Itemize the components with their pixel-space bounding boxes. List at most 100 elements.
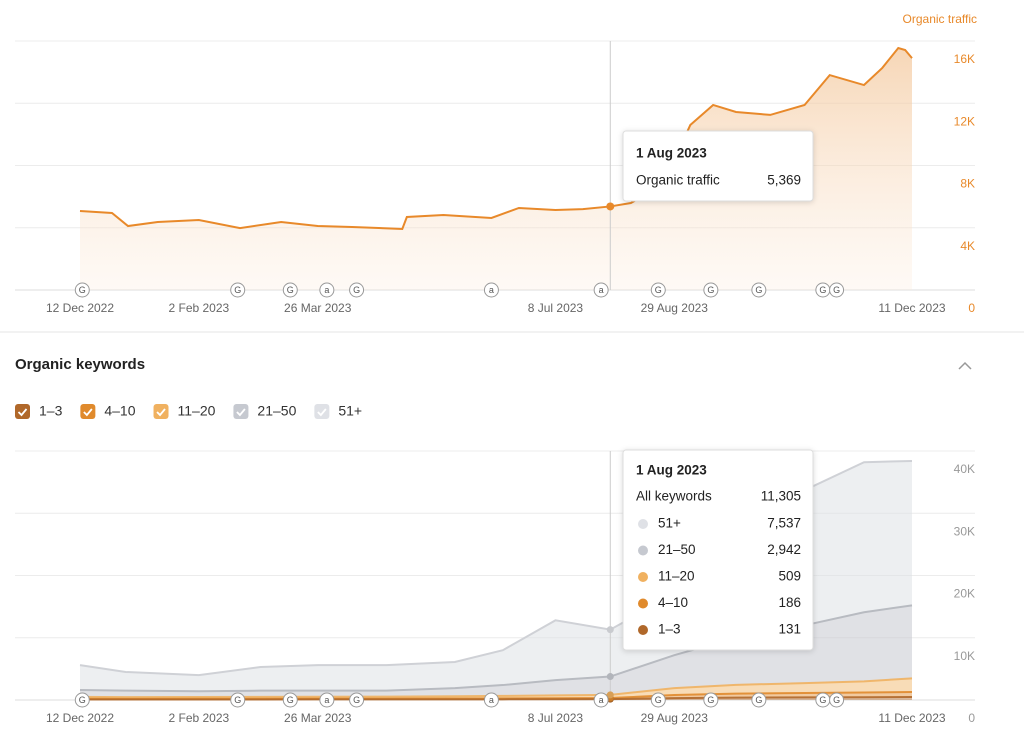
event-marker[interactable] — [751, 692, 767, 708]
tooltip-name: Organic traffic — [636, 173, 720, 188]
event-marker[interactable] — [349, 692, 365, 708]
event-label: G — [707, 695, 714, 705]
hover-dot — [606, 202, 615, 211]
event-label: G — [755, 285, 762, 295]
event-marker[interactable] — [650, 282, 666, 298]
legend-label[interactable]: 4–10 — [104, 403, 135, 419]
x-tick-label: 2 Feb 2023 — [168, 301, 229, 315]
legend-label[interactable]: 1–3 — [39, 403, 63, 419]
event-label: a — [489, 285, 494, 295]
tooltip-box — [622, 449, 814, 651]
event-marker[interactable] — [751, 282, 767, 298]
event-marker[interactable] — [319, 282, 335, 298]
event-label: G — [79, 695, 86, 705]
legend-check — [17, 408, 28, 417]
event-marker[interactable] — [74, 692, 90, 708]
tooltip-swatch — [638, 519, 648, 529]
tooltip-name: 51+ — [658, 516, 681, 531]
event-label: G — [819, 285, 826, 295]
x-tick-label: 11 Dec 2023 — [878, 301, 945, 315]
y-tick-label: 40K — [954, 462, 975, 476]
event-marker[interactable] — [230, 282, 246, 298]
tooltip-swatch — [638, 572, 648, 582]
tooltip-total-name: All keywords — [636, 489, 712, 504]
tooltip-total: 11,305 — [761, 489, 801, 504]
event-label: G — [79, 285, 86, 295]
legend-item[interactable]: 1–3 — [15, 403, 63, 419]
event-label: a — [324, 695, 329, 705]
legend-checkbox[interactable] — [15, 404, 30, 419]
area — [80, 48, 912, 290]
tooltip-name: 4–10 — [658, 595, 688, 610]
event-marker[interactable] — [483, 692, 499, 708]
tooltip-value: 186 — [778, 595, 801, 610]
collapse-toggle[interactable] — [958, 361, 972, 370]
event-label: G — [707, 285, 714, 295]
legend-item[interactable]: 4–10 — [80, 403, 136, 419]
event-marker[interactable] — [703, 282, 719, 298]
event-label: a — [599, 285, 604, 295]
event-label: G — [755, 695, 762, 705]
legend-checkbox[interactable] — [233, 404, 249, 419]
event-label: G — [655, 285, 662, 295]
x-tick-label: 8 Jul 2023 — [528, 711, 584, 725]
legend-item[interactable]: 21–50 — [233, 403, 297, 419]
stack-line — [79, 696, 913, 701]
event-marker[interactable] — [282, 282, 298, 298]
event-marker[interactable] — [282, 692, 298, 708]
event-marker[interactable] — [703, 692, 719, 708]
event-label: G — [234, 695, 241, 705]
legend-checkbox[interactable] — [153, 404, 169, 419]
event-marker[interactable] — [593, 692, 609, 708]
tooltip-name: 11–20 — [658, 569, 695, 584]
tooltip-value: 131 — [778, 622, 801, 637]
legend-check — [236, 408, 246, 417]
legend-label[interactable]: 51+ — [338, 403, 362, 419]
legend-item[interactable]: 11–20 — [153, 403, 216, 419]
legend-label[interactable]: 21–50 — [257, 403, 296, 419]
event-label: a — [324, 285, 329, 295]
y-tick-label: 4K — [960, 239, 975, 253]
legend-checkbox[interactable] — [314, 404, 330, 419]
x-tick-label: 26 Mar 2023 — [284, 301, 352, 315]
y-tick-label: 30K — [954, 524, 975, 538]
legend-check — [156, 408, 166, 417]
tooltip: 1 Aug 2023 Organic traffic 5,369 — [622, 130, 814, 202]
event-marker[interactable] — [483, 282, 499, 298]
line — [79, 46, 913, 231]
event-marker[interactable] — [829, 282, 845, 298]
event-label: G — [234, 285, 241, 295]
y-tick-label: 0 — [968, 301, 975, 315]
x-tick-label: 29 Aug 2023 — [641, 711, 709, 725]
tooltip: 1 Aug 2023 All keywords 11,305 51+ 7,537 21–5… — [622, 449, 814, 651]
y-tick-label: 10K — [954, 649, 975, 663]
x-tick-label: 12 Dec 2022 — [46, 711, 114, 725]
y-tick-label: 8K — [960, 177, 975, 191]
tooltip-box — [622, 130, 814, 202]
legend-label[interactable]: 11–20 — [178, 403, 216, 419]
legend-item[interactable]: 51+ — [314, 403, 362, 419]
event-label: G — [287, 695, 294, 705]
event-marker[interactable] — [593, 282, 609, 298]
tooltip-value: 2,942 — [767, 542, 801, 557]
tooltip-value: 509 — [778, 569, 801, 584]
event-marker[interactable] — [230, 692, 246, 708]
y-tick-label: 16K — [954, 52, 975, 66]
event-marker[interactable] — [829, 692, 845, 708]
x-tick-label: 2 Feb 2023 — [168, 711, 229, 725]
x-tick-label: 8 Jul 2023 — [528, 301, 584, 315]
legend-checkbox[interactable] — [80, 404, 96, 419]
event-label: G — [819, 695, 826, 705]
event-marker[interactable] — [650, 692, 666, 708]
event-marker[interactable] — [319, 692, 335, 708]
event-label: G — [655, 695, 662, 705]
event-marker[interactable] — [74, 282, 90, 298]
legend-check — [83, 408, 93, 417]
tooltip-name: 21–50 — [658, 542, 696, 557]
event-marker[interactable] — [349, 282, 365, 298]
hover-dot — [606, 626, 614, 634]
hover-dot — [606, 691, 614, 699]
x-tick-label: 11 Dec 2023 — [878, 711, 945, 725]
